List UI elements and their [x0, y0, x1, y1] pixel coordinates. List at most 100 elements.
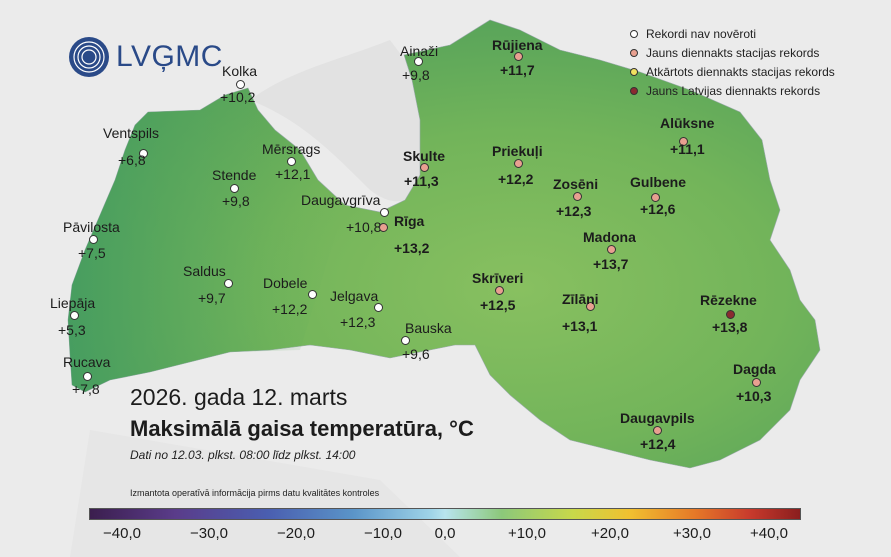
station-name: Madona: [583, 229, 636, 245]
colorbar-tick-label: +40,0: [750, 525, 788, 542]
station-name: Gulbene: [630, 174, 687, 190]
station-name: Zīlāni: [562, 291, 599, 307]
temperature-colorbar: [89, 508, 801, 520]
station-dot-icon: [652, 425, 662, 435]
station-name: Ainaži: [400, 43, 439, 59]
station-name: Rīga: [394, 213, 425, 229]
station-value: +7,8: [72, 381, 100, 397]
legend-item: Rekordi nav novēroti: [630, 24, 835, 43]
legend-dot-icon: [630, 29, 638, 38]
station-value: +13,2: [394, 240, 430, 256]
station-name: Daugavpils: [620, 410, 695, 426]
station-value: +9,6: [402, 346, 430, 362]
station-dot-icon: [400, 335, 410, 345]
legend-dot-icon: [630, 48, 638, 57]
station-dot-icon: [69, 310, 79, 320]
station-value: +11,1: [670, 141, 705, 157]
station-dot-icon: [572, 191, 582, 201]
colorbar-tick-label: +30,0: [673, 525, 711, 542]
station-name: Priekuļi: [492, 143, 543, 159]
station-dot-icon: [606, 244, 616, 254]
station-value: +9,8: [402, 67, 430, 83]
station-value: +12,1: [275, 166, 311, 182]
station-name: Mērsrags: [262, 141, 321, 157]
station-name: Rēzekne: [700, 292, 757, 308]
station-dot-icon: [650, 192, 660, 202]
logo-text: LVĢMC: [116, 40, 223, 73]
station-value: +13,7: [593, 256, 629, 272]
station-dot-icon: [751, 377, 761, 387]
data-quality-note: Izmantota operatīvā informācija pirms da…: [130, 488, 380, 498]
station-dot-icon: [725, 309, 735, 319]
station-dot-icon: [494, 285, 504, 295]
colorbar-tick-label: −10,0: [364, 525, 402, 542]
station-dot-icon: [235, 79, 245, 89]
colorbar-tick-label: −20,0: [277, 525, 315, 542]
legend-label: Rekordi nav novēroti: [646, 26, 757, 41]
station-dot-icon: [585, 301, 595, 311]
station-value: +12,3: [340, 314, 376, 330]
station-dot-icon: [229, 183, 239, 193]
station-dot-icon: [513, 158, 523, 168]
station-name: Saldus: [183, 263, 226, 279]
station-dot-icon: [419, 162, 429, 172]
legend-dot-icon: [630, 86, 638, 95]
station-dot-icon: [82, 371, 92, 381]
legend-item: Atkārtots diennakts stacijas rekords: [630, 62, 835, 81]
station-dot-icon: [286, 156, 296, 166]
colorbar-tick-label: −40,0: [103, 525, 141, 542]
legend-dot-icon: [630, 67, 638, 76]
station-value: +6,8: [118, 152, 146, 168]
lvgmc-logo-icon: [69, 37, 109, 77]
station-dot-icon: [678, 136, 688, 146]
station-value: +7,5: [78, 245, 106, 261]
station-name: Rūjiena: [492, 37, 543, 53]
colorbar-tick-label: +20,0: [591, 525, 629, 542]
station-name: Stende: [212, 167, 257, 183]
station-value: +12,2: [272, 301, 308, 317]
station-value: +13,8: [712, 319, 748, 335]
station-name: Dagda: [733, 361, 776, 377]
station-name: Rucava: [63, 354, 111, 370]
station-value: +12,4: [640, 436, 676, 452]
station-dot-icon: [378, 222, 388, 232]
legend-item: Jauns diennakts stacijas rekords: [630, 43, 835, 62]
lvgmc-logo: LVĢMC: [68, 36, 223, 78]
station-value: +10,8: [346, 219, 382, 235]
station-value: +12,5: [480, 297, 516, 313]
station-value: +11,7: [500, 62, 535, 78]
station-value: +10,3: [736, 388, 772, 404]
station-name: Skrīveri: [472, 270, 524, 286]
colorbar-tick-label: 0,0: [434, 525, 456, 542]
station-name: Alūksne: [660, 115, 715, 131]
station-value: +10,2: [220, 89, 256, 105]
date-title: 2026. gada 12. marts: [130, 384, 348, 410]
station-value: +9,8: [222, 193, 250, 209]
station-name: Skulte: [403, 148, 446, 164]
station-value: +9,7: [198, 290, 226, 306]
subtitle: Dati no 12.03. plkst. 08:00 līdz plkst. …: [130, 448, 356, 462]
station-name: Daugavgrīva: [301, 192, 381, 208]
station-dot-icon: [138, 148, 148, 158]
latvia-west-shading: [68, 88, 345, 392]
gulf-of-riga: [250, 40, 420, 202]
station-value: +12,2: [498, 171, 534, 187]
station-name: Pāvilosta: [63, 219, 120, 235]
legend-label: Atkārtots diennakts stacijas rekords: [646, 64, 835, 79]
station-name: Bauska: [405, 320, 452, 336]
colorbar-tick-label: +10,0: [508, 525, 546, 542]
station-value: +12,3: [556, 203, 592, 219]
station-dot-icon: [379, 207, 389, 217]
station-dot-icon: [513, 51, 523, 61]
station-dot-icon: [307, 289, 317, 299]
station-name: Kolka: [222, 63, 258, 79]
legend-label: Jauns Latvijas diennakts rekords: [646, 83, 821, 98]
station-name: Dobele: [263, 275, 308, 291]
station-dot-icon: [223, 278, 233, 288]
station-name: Jelgava: [330, 288, 379, 304]
colorbar-tick-label: −30,0: [190, 525, 228, 542]
station-dot-icon: [413, 56, 423, 66]
record-legend: Rekordi nav novēroti Jauns diennakts sta…: [630, 24, 835, 100]
main-title: Maksimālā gaisa temperatūra, °C: [130, 416, 474, 441]
